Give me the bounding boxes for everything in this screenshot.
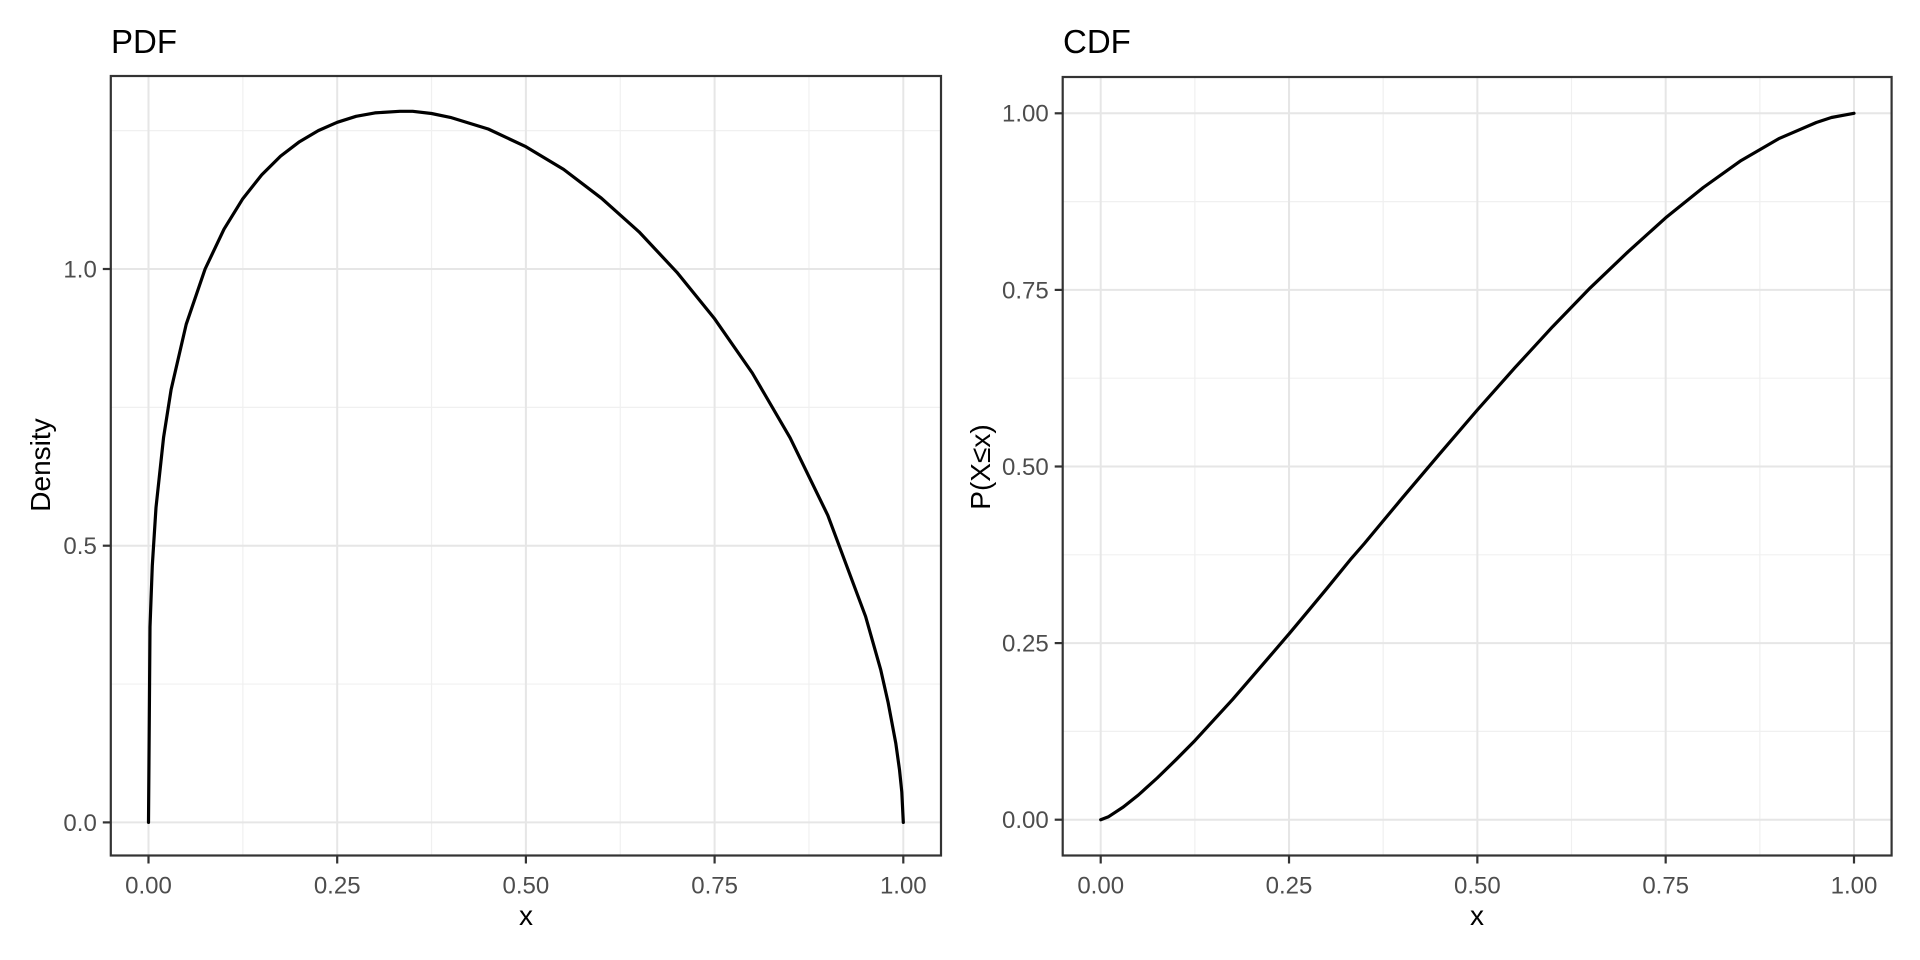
cdf-curve [1099,111,1856,822]
x-tick-label: 0.25 [1266,873,1313,900]
x-tick-label: 0.50 [1454,873,1501,900]
cdf-y-axis: 0.00 0.25 0.50 0.75 1.00 [1002,101,1063,834]
y-tick-label: 0.25 [1002,631,1049,658]
pdf-panel: 0.00 0.25 0.50 0.75 1.00 0.0 0.5 1.0 [63,74,943,900]
cdf-x-axis-title: x [1470,900,1484,931]
y-tick-label: 1.0 [63,256,96,283]
y-tick-label: 0.5 [63,533,96,560]
pdf-x-axis-title: x [519,900,533,931]
cdf-x-axis: 0.00 0.25 0.50 0.75 1.00 [1077,855,1878,900]
pdf-grid-major [110,76,941,856]
x-tick-label: 1.00 [1831,873,1878,900]
pdf-x-axis: 0.00 0.25 0.50 0.75 1.00 [125,855,927,900]
x-tick-label: 0.00 [125,873,172,900]
cdf-panel: 0.00 0.25 0.50 0.75 1.00 0.00 0.25 0.50 0.75 1.00 [1002,75,1893,900]
pdf-curve [146,109,905,825]
y-tick-label: 0.50 [1002,454,1049,481]
x-tick-label: 0.75 [691,873,738,900]
pdf-y-axis: 0.0 0.5 1.0 [63,256,111,837]
cdf-grid-major [1062,77,1892,856]
x-tick-label: 0.25 [314,873,361,900]
y-tick-label: 0.75 [1002,277,1049,304]
cdf-plot-title: CDF [1063,23,1131,60]
x-tick-label: 1.00 [880,873,927,900]
x-tick-label: 0.00 [1077,873,1124,900]
x-tick-label: 0.75 [1642,873,1689,900]
y-tick-label: 1.00 [1002,101,1049,128]
cdf-y-axis-title: P(X≤x) [965,424,996,510]
pdf-y-axis-title: Density [25,418,56,512]
y-tick-label: 0.0 [63,810,96,837]
pdf-plot-title: PDF [111,23,177,60]
y-tick-label: 0.00 [1002,807,1049,834]
x-tick-label: 0.50 [503,873,550,900]
